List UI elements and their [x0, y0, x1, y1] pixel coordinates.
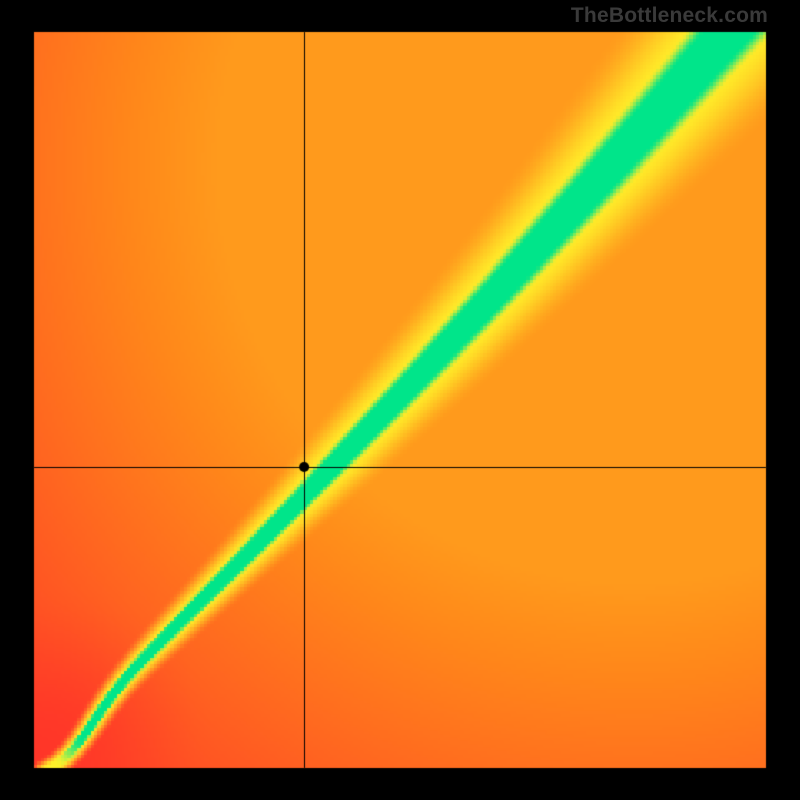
watermark-text: TheBottleneck.com: [571, 4, 768, 28]
crosshair-overlay: [0, 0, 800, 800]
chart-container: { "watermark": "TheBottleneck.com", "can…: [0, 0, 800, 800]
